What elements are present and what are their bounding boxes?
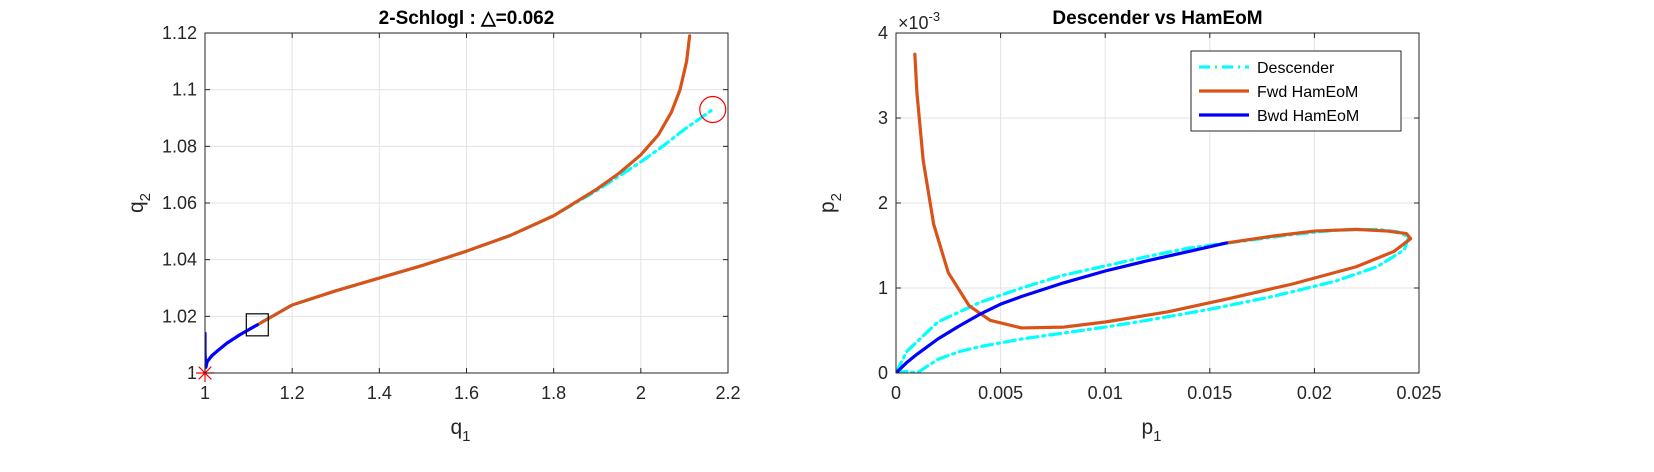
right-series-fwd <box>913 52 1413 330</box>
left-y-axis-label-main: q <box>125 201 148 213</box>
legend-label-fwd: Fwd HamEoM <box>1257 84 1358 101</box>
left-y-tick-label: 1.04 <box>162 250 197 270</box>
right-x-tick-label: 0.025 <box>1396 383 1441 403</box>
right-y-tick-label: 1 <box>878 278 888 298</box>
right-x-axis-label-sub: 1 <box>1153 428 1161 445</box>
left-x-axis-label: q1 <box>450 416 470 445</box>
right-x-tick-label: 0.015 <box>1187 383 1232 403</box>
right-y-exponent-power: -3 <box>929 9 941 24</box>
left-series-fwd <box>255 34 692 327</box>
right-legend: Descender Fwd HamEoM Bwd HamEoM <box>1190 50 1402 132</box>
left-chart-panel: 1 1.2 1.4 1.6 1.8 2 2.2 1 1.02 1.04 1.06 1.08 1.1 1.1… <box>125 8 741 445</box>
left-x-tick-label: 1 <box>200 383 210 403</box>
left-x-tick-label: 1.2 <box>280 383 305 403</box>
left-y-axis-label-sub: 2 <box>137 193 154 201</box>
right-x-axis-label-main: p <box>1141 416 1153 439</box>
left-x-tick-label: 2 <box>636 383 646 403</box>
left-x-tick-label: 1.8 <box>541 383 566 403</box>
left-x-tick-label: 1.4 <box>367 383 392 403</box>
right-y-tick-label: 4 <box>878 23 888 43</box>
right-y-axis-label-main: p <box>816 201 839 213</box>
legend-label-bwd: Bwd HamEoM <box>1257 108 1359 125</box>
left-y-tick-label: 1.1 <box>172 80 197 100</box>
right-series-descender <box>896 227 1411 373</box>
left-y-axis-label: q2 <box>125 193 154 213</box>
right-y-exponent-base: ×10 <box>898 13 929 33</box>
right-series-group <box>896 52 1413 373</box>
left-y-tick-label: 1.06 <box>162 193 197 213</box>
left-marker-square <box>245 313 269 337</box>
left-x-axis-label-main: q <box>450 416 462 439</box>
left-chart-title: 2-Schlogl : △=0.062 <box>379 8 555 29</box>
left-y-tick-label: 1.08 <box>162 136 197 156</box>
left-y-tick-label: 1 <box>187 363 197 383</box>
right-x-tick-label: 0.005 <box>978 383 1023 403</box>
left-x-axis-label-sub: 1 <box>462 428 470 445</box>
right-y-axis-label: p2 <box>816 193 845 213</box>
right-y-tick-label: 2 <box>878 193 888 213</box>
right-y-exponent: ×10-3 <box>898 9 940 33</box>
left-x-tick-label: 1.6 <box>454 383 479 403</box>
right-y-tick-label: 3 <box>878 108 888 128</box>
legend-label-descender: Descender <box>1257 60 1335 77</box>
left-x-tick-label: 2.2 <box>715 383 740 403</box>
right-x-tick-label: 0 <box>891 383 901 403</box>
right-x-axis-label: p1 <box>1141 416 1161 445</box>
right-series-bwd <box>896 241 1229 373</box>
left-marker-circle <box>699 95 727 124</box>
left-y-tick-label: 1.12 <box>162 23 197 43</box>
right-x-tick-label: 0.01 <box>1088 383 1123 403</box>
right-x-tick-label: 0.02 <box>1297 383 1332 403</box>
left-y-tick-label: 1.02 <box>162 306 197 326</box>
right-y-axis-label-sub: 2 <box>828 193 845 201</box>
right-y-tick-label: 0 <box>878 363 888 383</box>
right-chart-title: Descender vs HamEoM <box>1052 8 1262 29</box>
right-chart-panel: 0 0.005 0.01 0.015 0.02 0.025 0 1 2 3 4 ×10-3 Descen… <box>816 8 1442 445</box>
